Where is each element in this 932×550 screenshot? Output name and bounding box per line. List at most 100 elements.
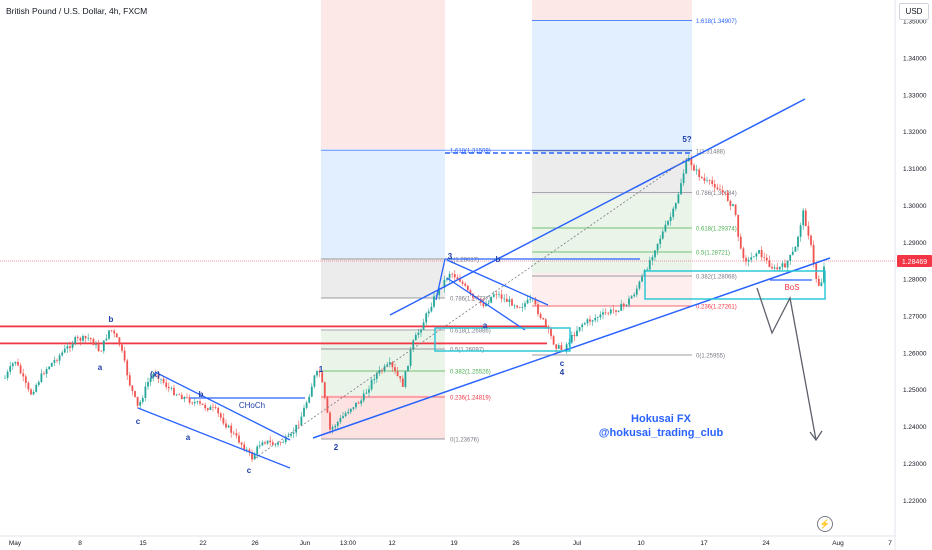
candle-body [100, 351, 103, 352]
candle-body [430, 306, 433, 312]
candle-body [235, 433, 238, 436]
fib-level-label: 0(1.25955) [696, 354, 725, 360]
candle-body [799, 225, 802, 237]
candle-body [48, 366, 51, 370]
candle-body [804, 210, 807, 227]
fib-level-label: 0.618(1.29374) [696, 227, 737, 233]
candle-body [295, 424, 298, 433]
candle-body [131, 385, 134, 392]
candle-body [9, 366, 12, 372]
candle-body [136, 396, 139, 406]
candle-body [347, 411, 350, 414]
y-tick-label: 1.34000 [903, 55, 927, 62]
zone-green-left [321, 331, 445, 395]
candle-body [69, 346, 71, 348]
candle-body [331, 427, 334, 430]
candle-body [456, 277, 459, 280]
candle-body [674, 203, 677, 209]
fib-level-label: 0.5(1.28721) [696, 251, 730, 257]
candle-body [469, 290, 472, 294]
candle-body [589, 319, 591, 322]
candle-body [401, 378, 404, 387]
candle-body [362, 393, 365, 401]
candle-body [105, 338, 108, 341]
candle-body [6, 371, 9, 378]
candle-body [303, 407, 305, 417]
candle-body [274, 444, 277, 446]
candle-body [693, 165, 695, 171]
wave-label: b [496, 255, 501, 264]
candle-body [633, 294, 636, 297]
y-tick-label: 1.30000 [903, 203, 927, 210]
candle-body [121, 344, 123, 351]
candle-body [664, 224, 667, 232]
y-tick-label: 1.24000 [903, 424, 927, 431]
candle-body [147, 381, 149, 387]
x-tick-label: 26 [512, 540, 520, 547]
candle-body [342, 416, 344, 419]
candle-body [175, 394, 178, 396]
wave-label: b [199, 390, 204, 399]
candle-body [495, 294, 498, 295]
candle-body [680, 183, 682, 195]
candle-body [360, 400, 363, 404]
candle-body [776, 267, 779, 270]
candle-body [17, 361, 19, 366]
x-tick-label: 19 [450, 540, 458, 547]
candle-body [789, 254, 792, 261]
candle-body [773, 267, 776, 269]
demand-box-right [644, 270, 826, 300]
y-tick-label: 1.31000 [903, 166, 927, 173]
candle-body [24, 376, 27, 383]
trend-resistance-line [389, 98, 806, 316]
candle-body [622, 303, 625, 306]
fib-level-label: 0.618(1.26886) [450, 329, 491, 335]
candle-body [521, 306, 524, 308]
candle-body [630, 296, 633, 299]
candle-body [685, 161, 688, 174]
fib-level-label: 0.382(1.28068) [696, 275, 737, 281]
candle-body [113, 330, 116, 334]
candle-body [609, 309, 612, 314]
candle-body [292, 432, 295, 434]
candle-body [641, 276, 643, 282]
candle-body [134, 391, 136, 397]
zone-red2-right [532, 273, 692, 306]
candle-body [227, 425, 230, 428]
candle-body [14, 361, 17, 364]
candle-body [737, 214, 740, 237]
price-tag-label: 1.28469 [902, 259, 927, 266]
candle-body [238, 435, 240, 443]
candle-body [378, 370, 381, 374]
candle-body [438, 287, 441, 296]
lightning-icon[interactable]: ⚡ [817, 516, 833, 532]
zone-gray-left [321, 258, 445, 298]
x-tick-label: Jul [573, 540, 582, 547]
fib-level-label: 1(1.28617) [450, 258, 479, 264]
currency-button[interactable]: USD [899, 3, 929, 20]
candle-body [84, 335, 87, 339]
candle-body [807, 226, 810, 236]
candle-body [165, 382, 168, 387]
candle-body [596, 317, 599, 318]
candle-body [599, 314, 602, 318]
candle-body [412, 340, 415, 350]
candle-body [706, 180, 708, 182]
candle-body [786, 260, 789, 268]
candle-body [557, 345, 560, 349]
bos-label: BoS [784, 283, 799, 292]
wave-label: a [483, 321, 488, 330]
candle-body [170, 388, 173, 389]
candle-body [313, 375, 316, 387]
candle-body [123, 350, 126, 361]
candle-body [264, 442, 266, 444]
x-tick-label: 12 [388, 540, 396, 547]
candle-body [732, 204, 734, 206]
candle-body [394, 367, 396, 372]
candle-body [758, 250, 760, 254]
candle-body [388, 362, 391, 365]
candle-body [791, 251, 794, 255]
candle-body [365, 392, 368, 394]
